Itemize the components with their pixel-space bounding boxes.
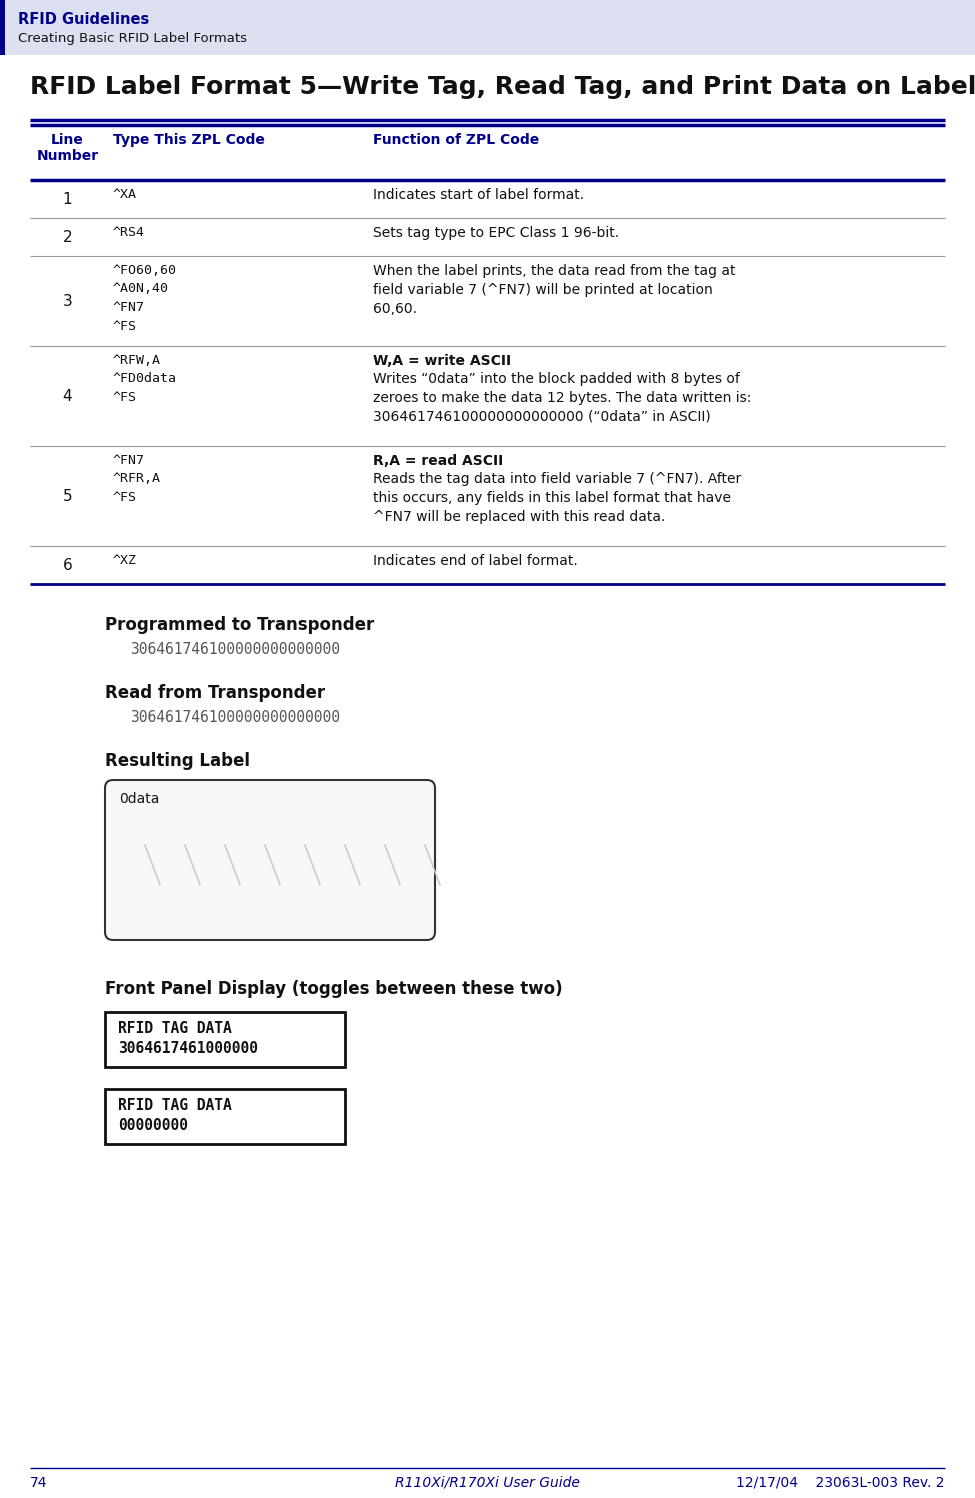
Bar xyxy=(105,1013,345,1067)
Text: Sets tag type to EPC Class 1 96-bit.: Sets tag type to EPC Class 1 96-bit. xyxy=(373,226,619,240)
Text: RFID Label Format 5—Write Tag, Read Tag, and Print Data on Label: RFID Label Format 5—Write Tag, Read Tag,… xyxy=(30,75,975,99)
Text: Front Panel Display (toggles between these two): Front Panel Display (toggles between the… xyxy=(105,980,563,998)
Text: RFID TAG DATA: RFID TAG DATA xyxy=(118,1098,232,1113)
Text: 5: 5 xyxy=(62,488,72,503)
Text: Indicates start of label format.: Indicates start of label format. xyxy=(373,189,584,202)
Text: Function of ZPL Code: Function of ZPL Code xyxy=(373,133,539,147)
Text: Indicates end of label format.: Indicates end of label format. xyxy=(373,554,578,568)
Bar xyxy=(105,1089,345,1144)
Text: ^FO60,60
^A0N,40
^FN7
^FS: ^FO60,60 ^A0N,40 ^FN7 ^FS xyxy=(113,264,177,333)
Text: When the label prints, the data read from the tag at
field variable 7 (^FN7) wil: When the label prints, the data read fro… xyxy=(373,264,735,316)
Text: Creating Basic RFID Label Formats: Creating Basic RFID Label Formats xyxy=(18,31,247,45)
Bar xyxy=(0,0,5,55)
Text: 00000000: 00000000 xyxy=(118,1118,188,1132)
Text: 2: 2 xyxy=(62,231,72,246)
Text: ^RS4: ^RS4 xyxy=(113,226,145,240)
Bar xyxy=(0,0,975,55)
Text: 306461746100000000000000: 306461746100000000000000 xyxy=(130,643,340,658)
Text: RFID Guidelines: RFID Guidelines xyxy=(18,12,149,27)
Text: 306461746100000000000000: 306461746100000000000000 xyxy=(130,710,340,725)
Text: 1: 1 xyxy=(62,192,72,207)
Text: 4: 4 xyxy=(62,389,72,404)
FancyBboxPatch shape xyxy=(105,780,435,941)
Text: W,A = write ASCII: W,A = write ASCII xyxy=(373,354,511,369)
Text: R,A = read ASCII: R,A = read ASCII xyxy=(373,454,503,467)
Text: Type This ZPL Code: Type This ZPL Code xyxy=(113,133,265,147)
Text: 3064617461000000: 3064617461000000 xyxy=(118,1041,258,1056)
Text: Programmed to Transponder: Programmed to Transponder xyxy=(105,616,374,634)
Text: R110Xi/R170Xi User Guide: R110Xi/R170Xi User Guide xyxy=(395,1476,579,1491)
Text: ^RFW,A
^FD0data
^FS: ^RFW,A ^FD0data ^FS xyxy=(113,354,177,404)
Text: 3: 3 xyxy=(62,294,72,309)
Text: Reads the tag data into field variable 7 (^FN7). After
this occurs, any fields i: Reads the tag data into field variable 7… xyxy=(373,472,741,524)
Text: Writes “0data” into the block padded with 8 bytes of
zeroes to make the data 12 : Writes “0data” into the block padded wit… xyxy=(373,372,752,424)
Text: ^XZ: ^XZ xyxy=(113,554,137,568)
Text: ^FN7
^RFR,A
^FS: ^FN7 ^RFR,A ^FS xyxy=(113,454,161,503)
Text: 74: 74 xyxy=(30,1476,48,1491)
Text: ^XA: ^XA xyxy=(113,189,137,201)
Text: 0data: 0data xyxy=(119,792,159,806)
Text: RFID TAG DATA: RFID TAG DATA xyxy=(118,1022,232,1037)
Text: 6: 6 xyxy=(62,557,72,574)
Text: Resulting Label: Resulting Label xyxy=(105,752,250,770)
Text: Read from Transponder: Read from Transponder xyxy=(105,685,325,703)
Text: Line
Number: Line Number xyxy=(36,133,98,163)
Text: 12/17/04    23063L-003 Rev. 2: 12/17/04 23063L-003 Rev. 2 xyxy=(736,1476,945,1491)
